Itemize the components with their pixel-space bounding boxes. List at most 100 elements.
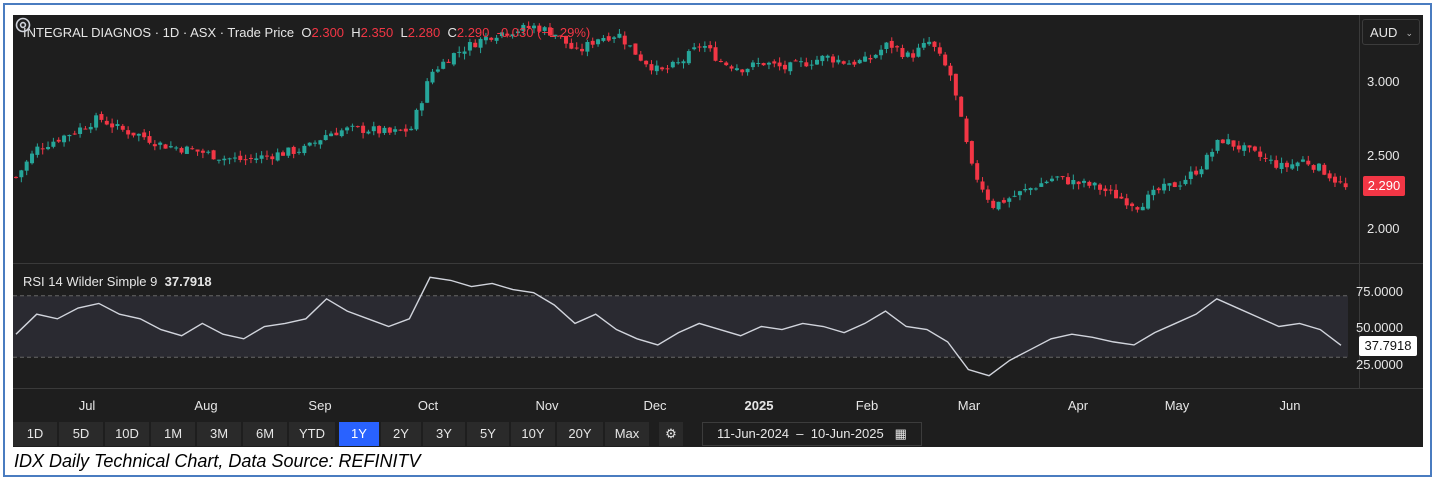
timeframe-1y-button[interactable]: 1Y: [339, 422, 379, 446]
stock-chart[interactable]: INTEGRAL DIAGNOS · 1D · ASX · Trade Pric…: [13, 15, 1423, 447]
candle-body: [649, 64, 654, 71]
candle-body: [46, 146, 51, 150]
candle-body: [499, 32, 504, 37]
candle-body: [772, 61, 777, 64]
candle-body: [1001, 200, 1006, 203]
candle-body: [56, 139, 61, 142]
candle-body: [1290, 164, 1295, 169]
candle-body: [921, 42, 926, 48]
candle-body: [457, 51, 462, 53]
candle-body: [1306, 160, 1311, 165]
rsi-label: RSI 14 Wilder Simple 9: [23, 274, 158, 289]
gear-icon[interactable]: [13, 15, 33, 35]
open-value: 2.300: [311, 25, 345, 40]
candle-body: [580, 48, 585, 52]
candle-body: [435, 69, 440, 72]
candle-body: [836, 59, 841, 63]
candle-body: [975, 163, 980, 180]
rsi-tick: 50.0000: [1356, 320, 1403, 335]
timeframe-2y-button[interactable]: 2Y: [381, 422, 421, 446]
candle-body: [409, 128, 414, 131]
candle-body: [702, 46, 707, 48]
currency-select[interactable]: AUD ⌄: [1362, 19, 1420, 45]
candle-body: [798, 61, 803, 63]
x-tick-label: Sep: [308, 398, 332, 413]
timeframe-6m-button[interactable]: 6M: [243, 422, 287, 446]
candle-body: [174, 147, 179, 149]
candle-body: [1060, 176, 1065, 178]
candle-body: [377, 125, 382, 134]
timeframe-3m-button[interactable]: 3M: [197, 422, 241, 446]
candle-body: [211, 150, 216, 160]
timeframe-5y-button[interactable]: 5Y: [467, 422, 509, 446]
candle-body: [467, 42, 472, 51]
candle-body: [590, 40, 595, 45]
instrument-title: INTEGRAL DIAGNOS · 1D · ASX · Trade Pric…: [23, 25, 295, 40]
price-tick: 3.000: [1367, 74, 1400, 89]
candle-body: [1220, 139, 1225, 144]
candle-body: [104, 120, 109, 125]
candle-body: [1343, 183, 1348, 188]
candle-body: [489, 37, 494, 40]
candle-body: [676, 62, 681, 64]
candle-body: [1284, 162, 1289, 168]
timeframe-1d-button[interactable]: 1D: [13, 422, 57, 446]
candle-body: [868, 57, 873, 60]
candle-body: [740, 69, 745, 73]
candle-body: [542, 27, 547, 31]
timeframe-10d-button[interactable]: 10D: [105, 422, 149, 446]
candle-body: [254, 158, 259, 160]
candle-body: [665, 68, 670, 70]
timeframe-3y-button[interactable]: 3Y: [423, 422, 465, 446]
candle-body: [281, 152, 285, 156]
candle-body: [184, 146, 189, 154]
rsi-legend: RSI 14 Wilder Simple 9 37.7918: [23, 274, 212, 289]
candle-body: [1268, 159, 1273, 161]
candle-body: [142, 132, 147, 138]
candle-body: [1199, 169, 1204, 175]
candle-body: [825, 55, 830, 58]
candle-body: [227, 158, 232, 160]
timeframe-toolbar: 1D 5D 10D 1M 3M 6M YTD 1Y 2Y 3Y 5Y 10Y 2…: [13, 420, 1423, 447]
candle-body: [355, 126, 360, 128]
candle-body: [804, 62, 809, 67]
candle-body: [686, 51, 691, 64]
timeframe-10y-button[interactable]: 10Y: [511, 422, 555, 446]
timeframe-ytd-button[interactable]: YTD: [289, 422, 335, 446]
candle-body: [179, 148, 184, 153]
candle-body: [238, 155, 243, 160]
candle-body: [911, 53, 916, 58]
candle-body: [1247, 145, 1252, 148]
candle-body: [19, 170, 24, 178]
candle-body: [1108, 189, 1113, 191]
candle-body: [1146, 194, 1151, 209]
candle-body: [1188, 171, 1193, 179]
candle-body: [345, 127, 350, 131]
candle-body: [62, 135, 67, 143]
candle-body: [969, 141, 974, 164]
chart-canvas[interactable]: [13, 15, 1423, 447]
candle-body: [1092, 182, 1097, 186]
timeframe-5d-button[interactable]: 5D: [59, 422, 103, 446]
candle-body: [24, 161, 29, 171]
candle-body: [697, 46, 702, 48]
candle-body: [190, 148, 195, 150]
candle-body: [943, 54, 948, 66]
timeframe-20y-button[interactable]: 20Y: [557, 422, 603, 446]
candle-body: [1130, 203, 1135, 207]
rsi-last-tag: 37.7918: [1359, 336, 1417, 356]
candle-body: [937, 47, 942, 54]
timeframe-1m-button[interactable]: 1M: [151, 422, 195, 446]
date-range-picker[interactable]: 11-Jun-2024 – 10-Jun-2025 ▦: [702, 422, 922, 446]
candle-body: [510, 34, 515, 37]
candle-body: [638, 54, 643, 61]
candle-body: [617, 33, 622, 38]
rsi-value: 37.7918: [164, 274, 212, 289]
timeframe-max-button[interactable]: Max: [605, 422, 649, 446]
rsi-band: [13, 295, 1348, 358]
candle-body: [232, 157, 237, 159]
price-legend: INTEGRAL DIAGNOS · 1D · ASX · Trade Pric…: [23, 25, 590, 40]
toolbar-gear-icon[interactable]: ⚙: [659, 422, 683, 446]
x-tick-label: Aug: [194, 398, 218, 413]
candle-body: [895, 46, 900, 48]
